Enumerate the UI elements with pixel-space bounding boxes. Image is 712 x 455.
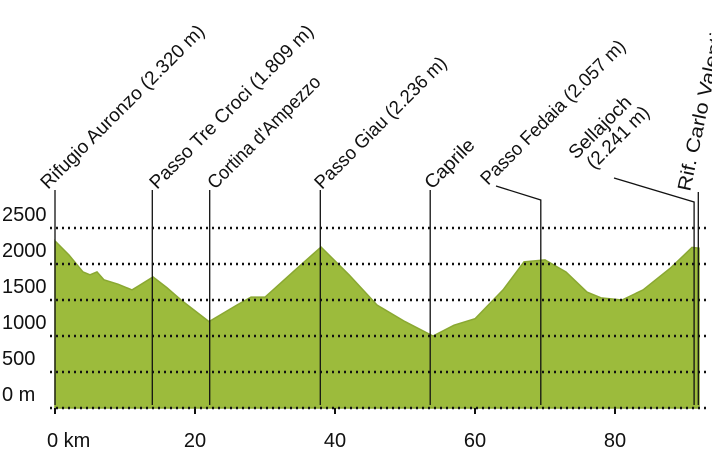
elevation-area bbox=[54, 239, 700, 409]
annotation-label: Cortina d'Ampezzo bbox=[204, 72, 326, 194]
y-tick-label: 2000 bbox=[2, 240, 47, 262]
y-tick-label: 0 m bbox=[2, 384, 35, 406]
y-tick-label: 1000 bbox=[2, 312, 47, 334]
x-tick-label: 0 km bbox=[47, 430, 90, 452]
x-tick-label: 80 bbox=[604, 430, 626, 452]
annotation-label: Caprile bbox=[421, 135, 480, 194]
leader-line bbox=[613, 177, 695, 405]
y-tick-label: 1500 bbox=[2, 276, 47, 298]
x-tick-label: 40 bbox=[324, 430, 346, 452]
y-tick-label: 2500 bbox=[2, 204, 47, 226]
x-tick-label: 60 bbox=[464, 430, 486, 452]
x-tick-label: 20 bbox=[184, 430, 206, 452]
y-tick-label: 500 bbox=[2, 348, 35, 370]
leader-line bbox=[495, 185, 542, 405]
annotation-label: Rif. Carlo Valentini bbox=[674, 15, 712, 193]
